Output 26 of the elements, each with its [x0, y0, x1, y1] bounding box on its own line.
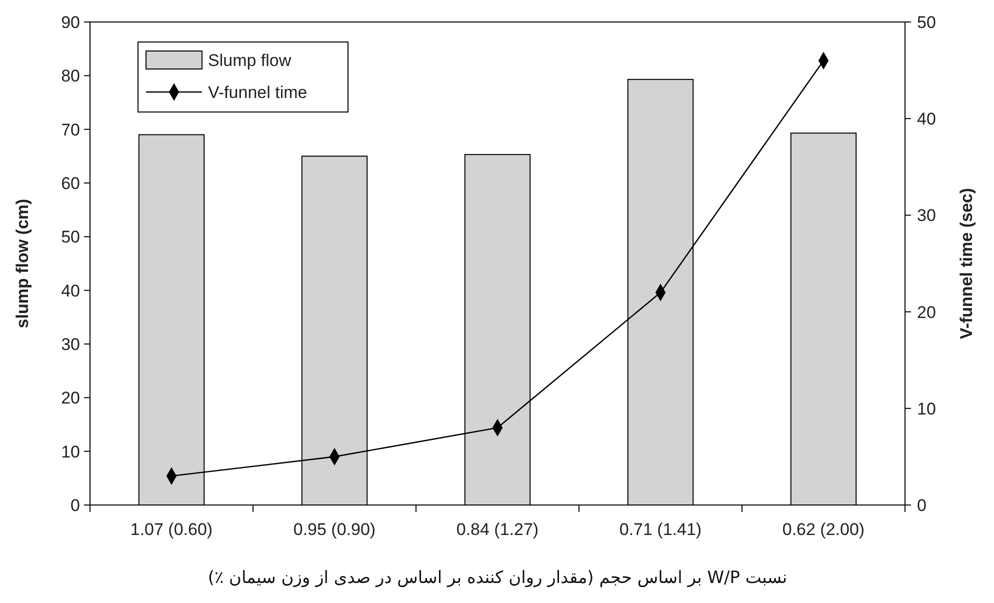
- y2-tick-label: 30: [917, 206, 936, 226]
- y-tick-label: 0: [70, 496, 80, 515]
- y-tick-label: 40: [61, 281, 80, 300]
- x-axis-title: نسبت W/P بر اساس حجم (مقدار روان کننده بر اساس در صدی از وزن سیمان ٪): [208, 568, 788, 588]
- y-axis-title: slump flow (cm): [13, 198, 32, 328]
- x-tick-label: 0.62 (2.00): [782, 520, 865, 539]
- y2-tick-label: 50: [917, 12, 936, 32]
- y2-tick-label: 20: [917, 302, 936, 322]
- y-tick-label: 50: [61, 228, 80, 247]
- y-tick-label: 80: [61, 66, 80, 86]
- x-tick-label: 0.95 (0.90): [293, 520, 376, 539]
- x-tick-label: 0.71 (1.41): [619, 520, 702, 539]
- y2-tick-label: 0: [917, 496, 926, 515]
- legend-label: V-funnel time: [208, 82, 308, 102]
- y2-tick-label: 40: [917, 110, 936, 129]
- y2-tick-label: 10: [917, 399, 936, 418]
- y-tick-label: 70: [61, 120, 80, 140]
- y-tick-label: 20: [61, 388, 80, 408]
- y-tick-label: 90: [61, 12, 80, 32]
- y2-axis-title: V-funnel time (sec): [957, 188, 976, 340]
- y-tick-label: 60: [61, 174, 80, 193]
- x-tick-label: 1.07 (0.60): [130, 520, 213, 539]
- legend-label: Slump flow: [208, 50, 292, 70]
- y-tick-label: 10: [61, 442, 80, 462]
- y-tick-label: 30: [61, 334, 80, 354]
- x-tick-label: 0.84 (1.27): [456, 520, 539, 539]
